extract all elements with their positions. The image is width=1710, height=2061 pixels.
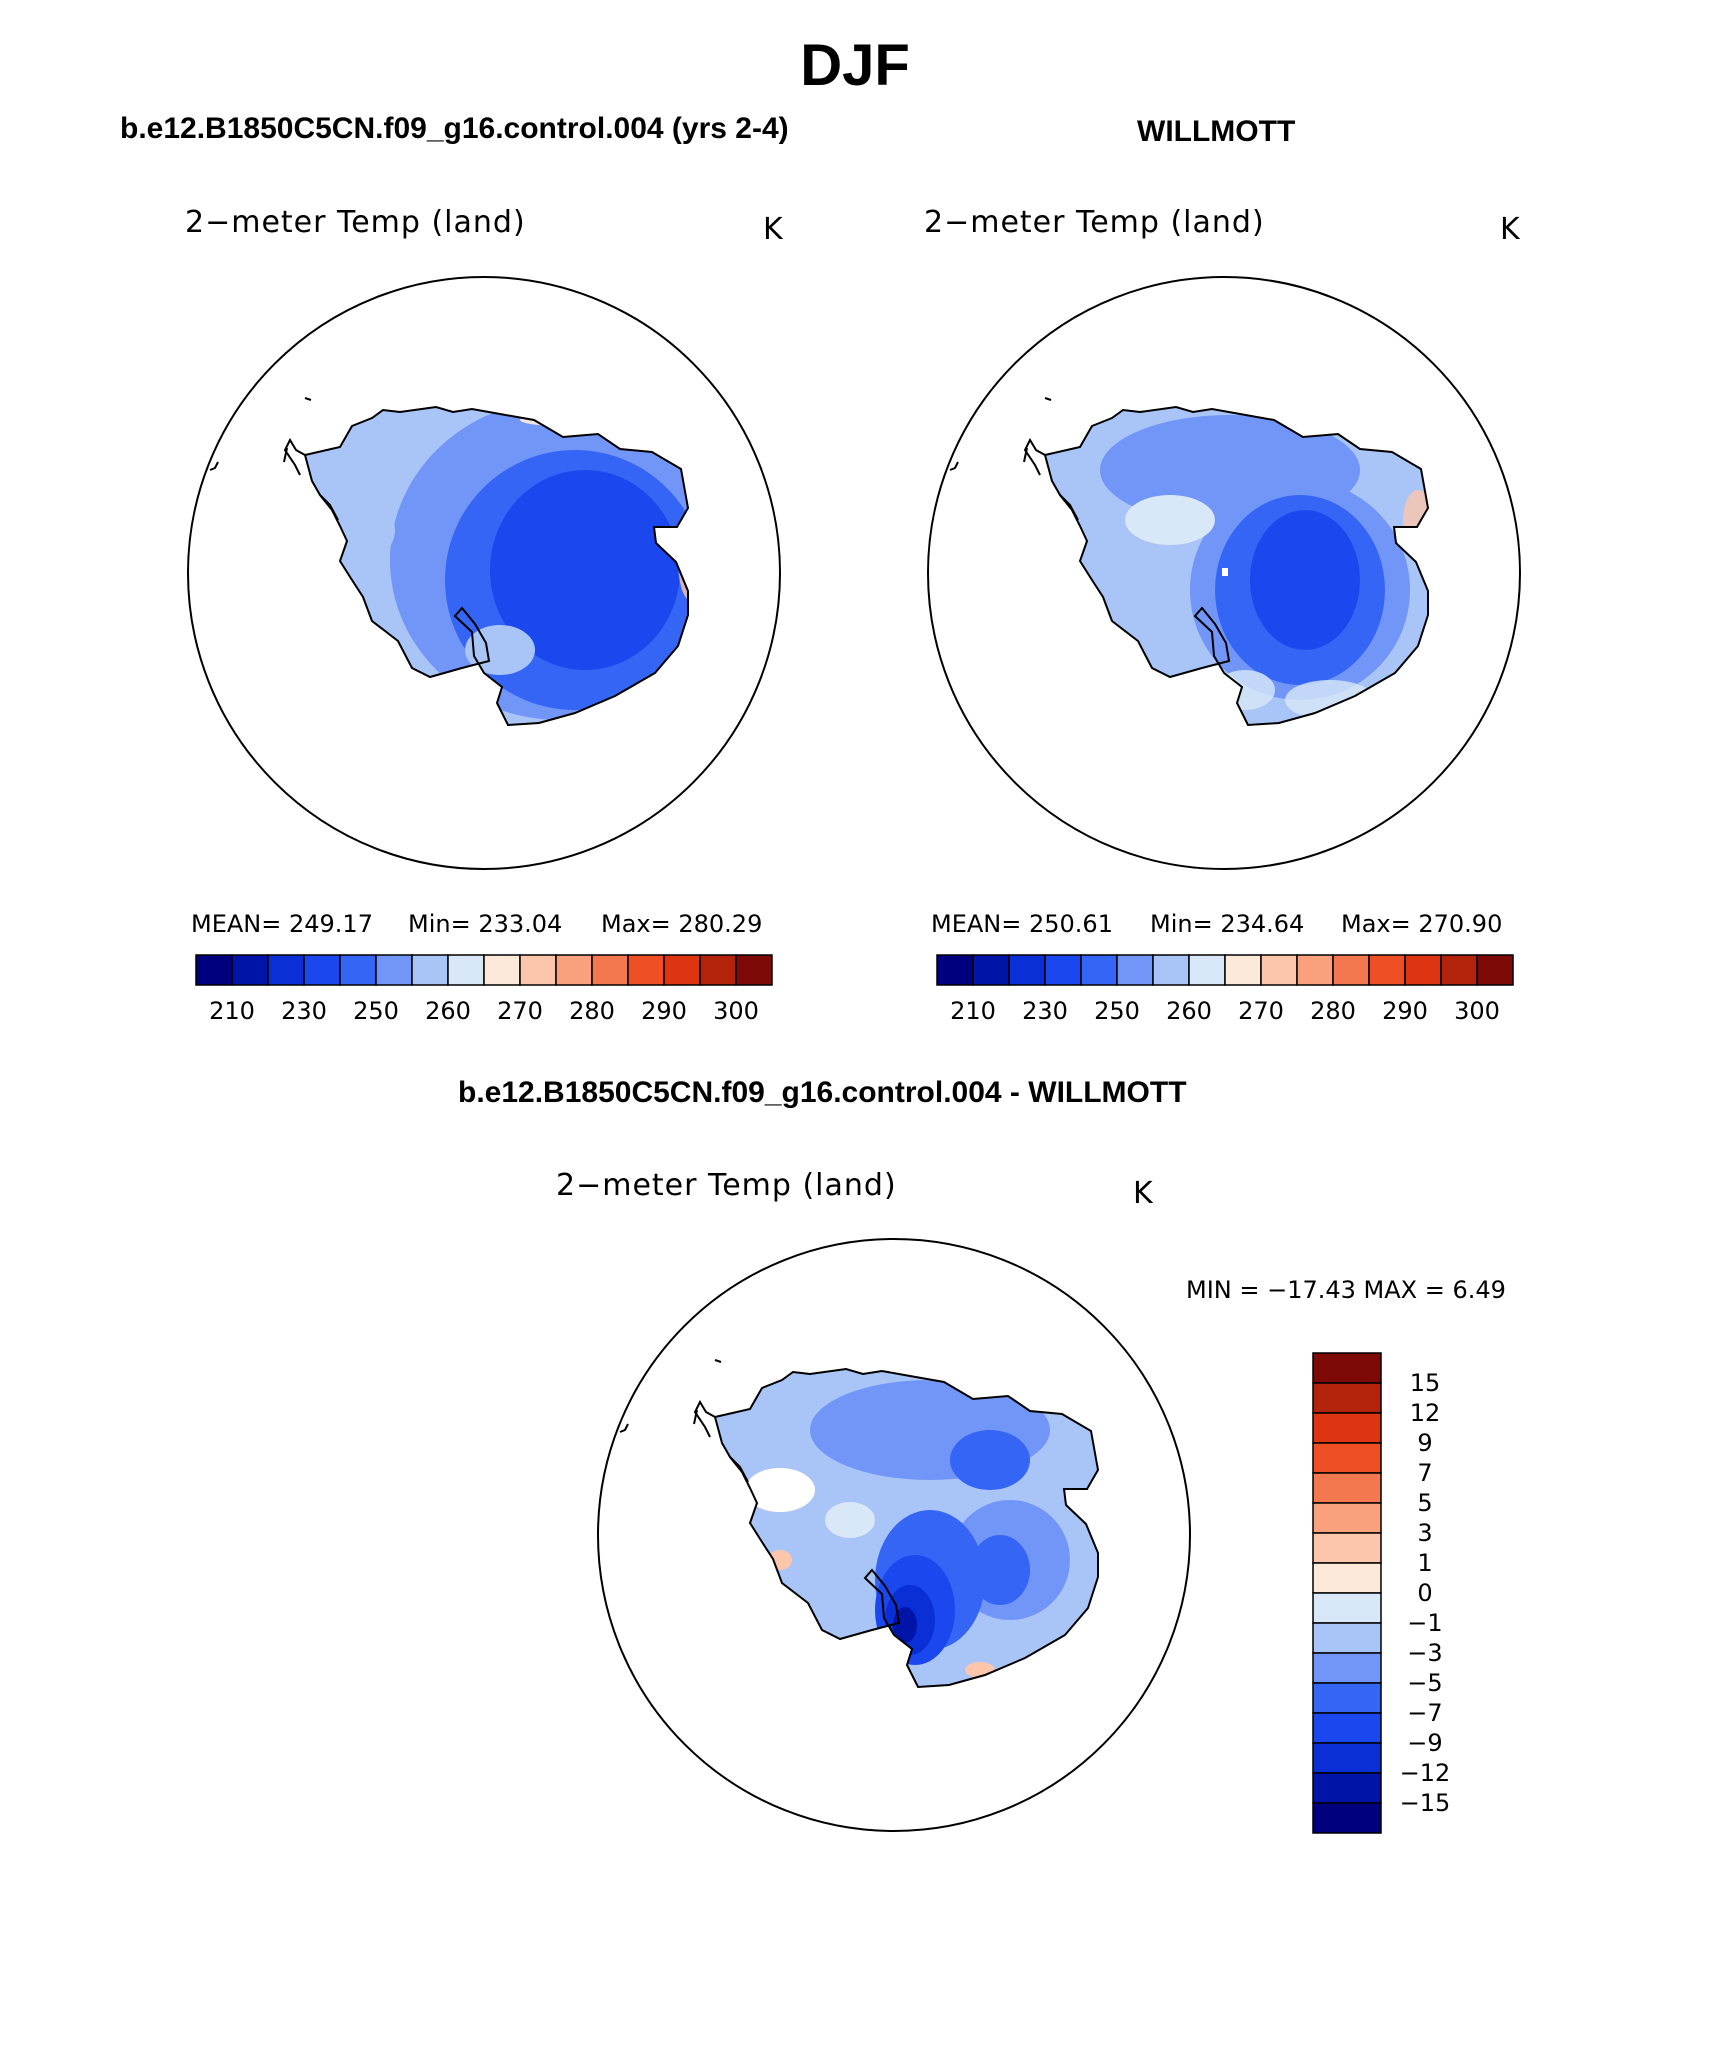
obs-colorbar-swatch xyxy=(1044,954,1082,986)
model-colorbar-swatch xyxy=(519,954,557,986)
obs-colorbar-swatch xyxy=(1260,954,1298,986)
diff-colorbar-swatch xyxy=(1312,1802,1382,1834)
diff-colorbar-tick-label: −1 xyxy=(1407,1609,1442,1637)
obs-colorbar-swatch xyxy=(1440,954,1478,986)
diff-colorbar-swatch xyxy=(1312,1352,1382,1384)
model-case-title: b.e12.B1850C5CN.f09_g16.control.004 (yrs… xyxy=(120,112,789,145)
obs-units-label: K xyxy=(1500,212,1521,247)
model-colorbar-tick-label: 290 xyxy=(641,997,687,1025)
diff-colorbar-tick-label: −15 xyxy=(1400,1789,1451,1817)
diff-colorbar-swatch xyxy=(1312,1472,1382,1504)
diff-colorbar-swatch xyxy=(1312,1442,1382,1474)
obs-colorbar-swatch xyxy=(1008,954,1046,986)
model-colorbar-tick-label: 210 xyxy=(209,997,255,1025)
diff-colorbar-swatch xyxy=(1312,1622,1382,1654)
model-max-stat: Max= 280.29 xyxy=(601,910,763,938)
model-colorbar-swatch xyxy=(735,954,773,986)
diff-minmax-stat: MIN = −17.43 MAX = 6.49 xyxy=(1186,1276,1506,1304)
diff-colorbar-tick-label: −7 xyxy=(1407,1699,1442,1727)
diff-colorbar-tick-label: 12 xyxy=(1410,1399,1441,1427)
model-colorbar-swatch xyxy=(267,954,305,986)
diff-colorbar-swatch xyxy=(1312,1382,1382,1414)
obs-colorbar-tick-label: 280 xyxy=(1310,997,1356,1025)
diff-colorbar-tick-label: −12 xyxy=(1400,1759,1451,1787)
model-colorbar-swatch xyxy=(699,954,737,986)
diff-colorbar-tick-label: 3 xyxy=(1417,1519,1432,1547)
model-colorbar-swatch xyxy=(663,954,701,986)
obs-colorbar-swatch xyxy=(936,954,974,986)
diff-colorbar-tick-label: 0 xyxy=(1417,1579,1432,1607)
model-colorbar-swatch xyxy=(555,954,593,986)
obs-max-stat: Max= 270.90 xyxy=(1341,910,1503,938)
obs-colorbar-swatch xyxy=(1188,954,1226,986)
model-colorbar-tick-label: 230 xyxy=(281,997,327,1025)
diff-colorbar-tick-label: 15 xyxy=(1410,1369,1441,1397)
diff-colorbar-swatch xyxy=(1312,1772,1382,1804)
model-colorbar-tick-label: 280 xyxy=(569,997,615,1025)
diff-variable-label: 2−meter Temp (land) xyxy=(556,1168,897,1203)
diff-colorbar-swatch xyxy=(1312,1742,1382,1774)
obs-colorbar-swatch xyxy=(972,954,1010,986)
diff-colorbar-swatch xyxy=(1312,1652,1382,1684)
obs-colorbar-tick-label: 290 xyxy=(1382,997,1428,1025)
diff-colorbar-swatch xyxy=(1312,1502,1382,1534)
diff-colorbar-tick-label: −3 xyxy=(1407,1639,1442,1667)
obs-colorbar-tick-label: 270 xyxy=(1238,997,1284,1025)
obs-colorbar-swatch xyxy=(1080,954,1118,986)
model-colorbar-swatch xyxy=(411,954,449,986)
model-colorbar-swatch xyxy=(627,954,665,986)
obs-variable-label: 2−meter Temp (land) xyxy=(924,205,1265,240)
model-colorbar-tick-label: 300 xyxy=(713,997,759,1025)
obs-colorbar-swatch xyxy=(1296,954,1334,986)
diff-colorbar-tick-label: −5 xyxy=(1407,1669,1442,1697)
obs-colorbar-swatch xyxy=(1476,954,1514,986)
obs-colorbar-swatch xyxy=(1224,954,1262,986)
model-colorbar-tick-label: 250 xyxy=(353,997,399,1025)
obs-colorbar-tick-label: 250 xyxy=(1094,997,1140,1025)
obs-min-stat: Min= 234.64 xyxy=(1150,910,1305,938)
diff-colorbar-swatch xyxy=(1312,1412,1382,1444)
page-title: DJF xyxy=(800,33,910,98)
diff-colorbar-swatch xyxy=(1312,1562,1382,1594)
diff-case-title: b.e12.B1850C5CN.f09_g16.control.004 - WI… xyxy=(458,1076,1187,1109)
obs-colorbar-tick-label: 300 xyxy=(1454,997,1500,1025)
diff-colorbar-swatch xyxy=(1312,1592,1382,1624)
diff-colorbar-tick-label: −9 xyxy=(1407,1729,1442,1757)
model-colorbar-tick-label: 270 xyxy=(497,997,543,1025)
obs-colorbar-tick-label: 260 xyxy=(1166,997,1212,1025)
obs-colorbar-tick-label: 210 xyxy=(950,997,996,1025)
obs-colorbar-swatch xyxy=(1116,954,1154,986)
model-colorbar-swatch xyxy=(447,954,485,986)
diff-colorbar-swatch xyxy=(1312,1532,1382,1564)
diff-colorbar-swatch xyxy=(1312,1712,1382,1744)
model-mean-stat: MEAN= 249.17 xyxy=(191,910,373,938)
model-units-label: K xyxy=(763,212,784,247)
model-variable-label: 2−meter Temp (land) xyxy=(185,205,526,240)
diff-colorbar-swatch xyxy=(1312,1682,1382,1714)
model-min-stat: Min= 233.04 xyxy=(408,910,563,938)
diff-colorbar-tick-label: 7 xyxy=(1417,1459,1432,1487)
obs-colorbar-tick-label: 230 xyxy=(1022,997,1068,1025)
model-colorbar-swatch xyxy=(339,954,377,986)
model-colorbar-tick-label: 260 xyxy=(425,997,471,1025)
diff-colorbar-tick-label: 9 xyxy=(1417,1429,1432,1457)
diff-colorbar-tick-label: 1 xyxy=(1417,1549,1432,1577)
obs-case-title: WILLMOTT xyxy=(1137,115,1296,148)
obs-mean-stat: MEAN= 250.61 xyxy=(931,910,1113,938)
diff-colorbar-tick-label: 5 xyxy=(1417,1489,1432,1517)
diff-units-label: K xyxy=(1133,1176,1154,1211)
obs-colorbar-swatch xyxy=(1332,954,1370,986)
